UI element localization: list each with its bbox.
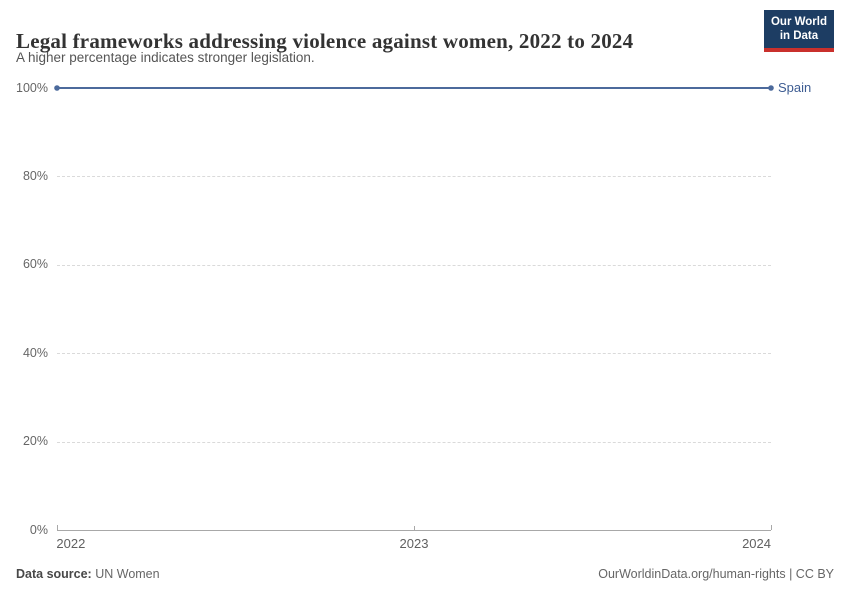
x-axis-tick xyxy=(57,525,58,530)
data-point xyxy=(54,85,60,91)
y-gridline xyxy=(57,353,771,355)
y-axis-tick-label: 80% xyxy=(22,168,48,183)
chart-subtitle: A higher percentage indicates stronger l… xyxy=(16,50,315,65)
data-source-label: Data source: xyxy=(16,567,92,581)
x-axis-tick-label: 2022 xyxy=(56,536,86,551)
owid-logo-line2: in Data xyxy=(779,29,819,42)
data-point xyxy=(768,85,774,91)
owid-logo: Our World in Data xyxy=(763,10,834,52)
y-axis-tick-label: 0% xyxy=(29,522,48,537)
x-axis-line xyxy=(57,530,771,531)
chart-footer: Data source: UN Women OurWorldinData.org… xyxy=(16,567,834,581)
page-title: Legal frameworks addressing violence aga… xyxy=(16,29,634,54)
y-axis-tick-label: 20% xyxy=(22,434,48,449)
y-gridline xyxy=(57,176,771,178)
y-gridline xyxy=(57,264,771,266)
x-axis-tick-label: 2023 xyxy=(399,536,429,551)
y-axis-tick-label: 60% xyxy=(22,257,48,272)
y-axis-tick-label: 100% xyxy=(16,80,48,95)
x-axis-tick-label: 2024 xyxy=(742,536,771,551)
y-gridline xyxy=(57,441,771,443)
x-axis-tick xyxy=(771,525,772,530)
y-axis-tick-label: 40% xyxy=(22,345,48,360)
x-axis-tick xyxy=(414,526,415,530)
entity-label-spain: Spain xyxy=(778,80,812,95)
data-source-note: Data source: UN Women xyxy=(16,567,160,581)
data-source-value: UN Women xyxy=(95,567,160,581)
attribution-note: OurWorldinData.org/human-rights | CC BY xyxy=(598,567,834,581)
owid-logo-line1: Our World xyxy=(770,16,827,28)
